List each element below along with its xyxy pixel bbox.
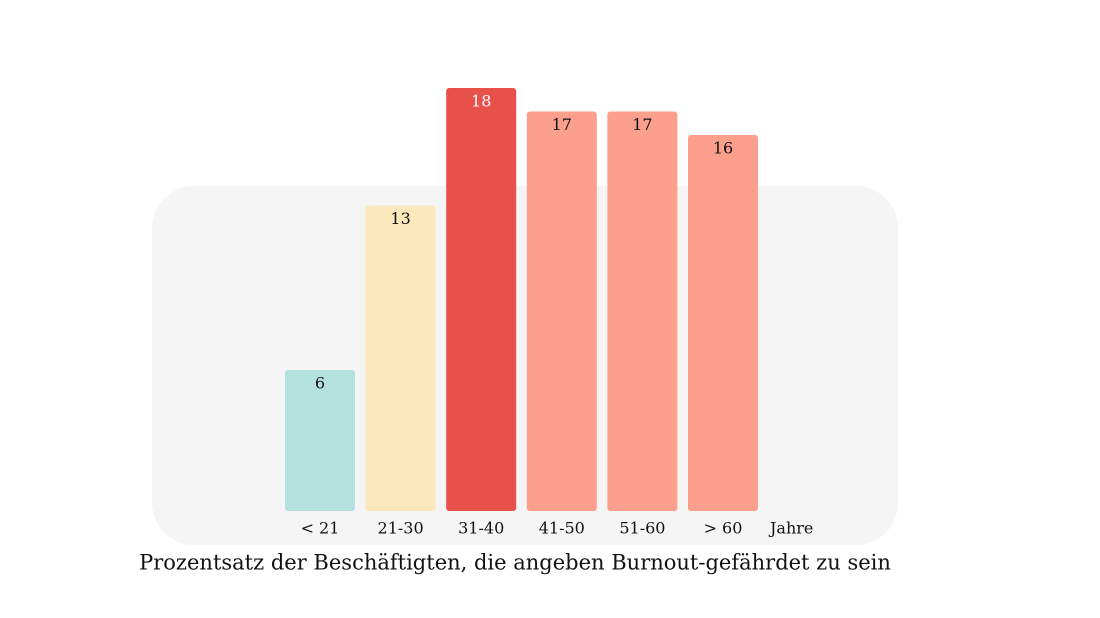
panel-background — [152, 186, 898, 545]
bar — [526, 111, 597, 511]
x-tick-label: 51-60 — [619, 519, 665, 538]
bar — [285, 370, 355, 511]
bar — [446, 88, 517, 511]
x-tick-label: 41-50 — [539, 519, 585, 538]
bar — [688, 135, 758, 511]
bar — [365, 205, 436, 511]
bar — [607, 111, 678, 511]
x-tick-label: < 21 — [301, 519, 340, 538]
value-label: 13 — [390, 209, 410, 228]
value-label: 17 — [632, 115, 652, 134]
x-tick-label: 31-40 — [458, 519, 504, 538]
value-label: 6 — [315, 374, 325, 393]
caption: Prozentsatz der Beschäftigten, die angeb… — [139, 551, 891, 575]
value-label: 18 — [471, 92, 491, 111]
x-tick-label: 21-30 — [378, 519, 424, 538]
value-label: 17 — [552, 115, 572, 134]
x-axis-label: Jahre — [768, 519, 813, 538]
x-tick-label: > 60 — [704, 519, 743, 538]
value-label: 16 — [713, 139, 733, 158]
